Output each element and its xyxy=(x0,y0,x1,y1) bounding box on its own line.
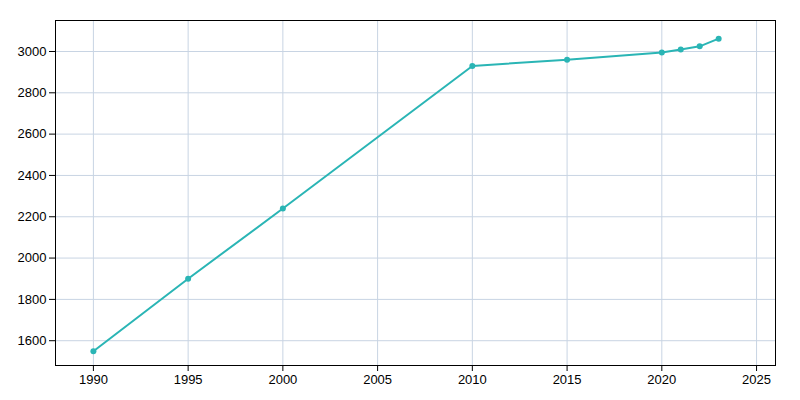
svg-text:1800: 1800 xyxy=(18,292,47,307)
svg-text:2010: 2010 xyxy=(458,372,487,387)
svg-text:1990: 1990 xyxy=(79,372,108,387)
svg-text:2600: 2600 xyxy=(18,126,47,141)
svg-text:2005: 2005 xyxy=(363,372,392,387)
svg-text:2015: 2015 xyxy=(553,372,582,387)
svg-text:3000: 3000 xyxy=(18,44,47,59)
svg-text:2000: 2000 xyxy=(268,372,297,387)
svg-text:1995: 1995 xyxy=(174,372,203,387)
svg-text:2020: 2020 xyxy=(647,372,676,387)
svg-text:2800: 2800 xyxy=(18,85,47,100)
svg-text:2025: 2025 xyxy=(742,372,771,387)
svg-text:1600: 1600 xyxy=(18,333,47,348)
svg-text:2000: 2000 xyxy=(18,250,47,265)
svg-text:2200: 2200 xyxy=(18,209,47,224)
svg-text:2400: 2400 xyxy=(18,168,47,183)
